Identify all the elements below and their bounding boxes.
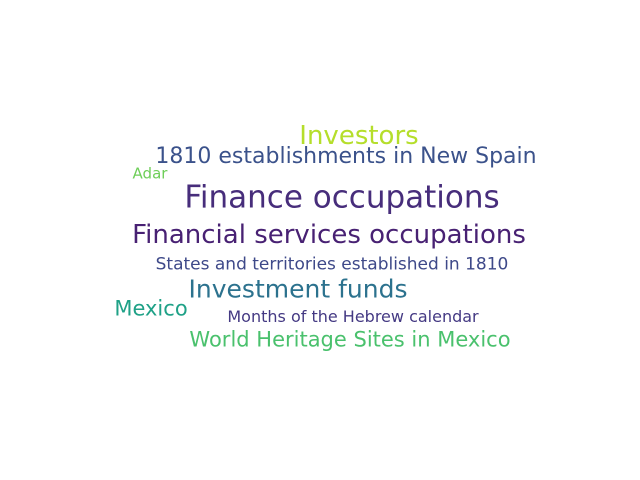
word-states-and-territories-established-in-1810: States and territories established in 18… <box>155 254 509 275</box>
word-adar: Adar <box>132 164 168 183</box>
word-investment-funds: Investment funds <box>188 274 408 304</box>
word-investors: Investors <box>299 121 419 151</box>
word-financial-services-occupations: Financial services occupations <box>132 220 526 250</box>
word-1810-establishments-in-new-spain: 1810 establishments in New Spain <box>155 144 537 169</box>
word-finance-occupations: Finance occupations <box>184 179 500 216</box>
word-months-of-the-hebrew-calendar: Months of the Hebrew calendar <box>227 307 479 326</box>
word-mexico: Mexico <box>114 296 188 321</box>
word-world-heritage-sites-in-mexico: World Heritage Sites in Mexico <box>189 327 511 352</box>
